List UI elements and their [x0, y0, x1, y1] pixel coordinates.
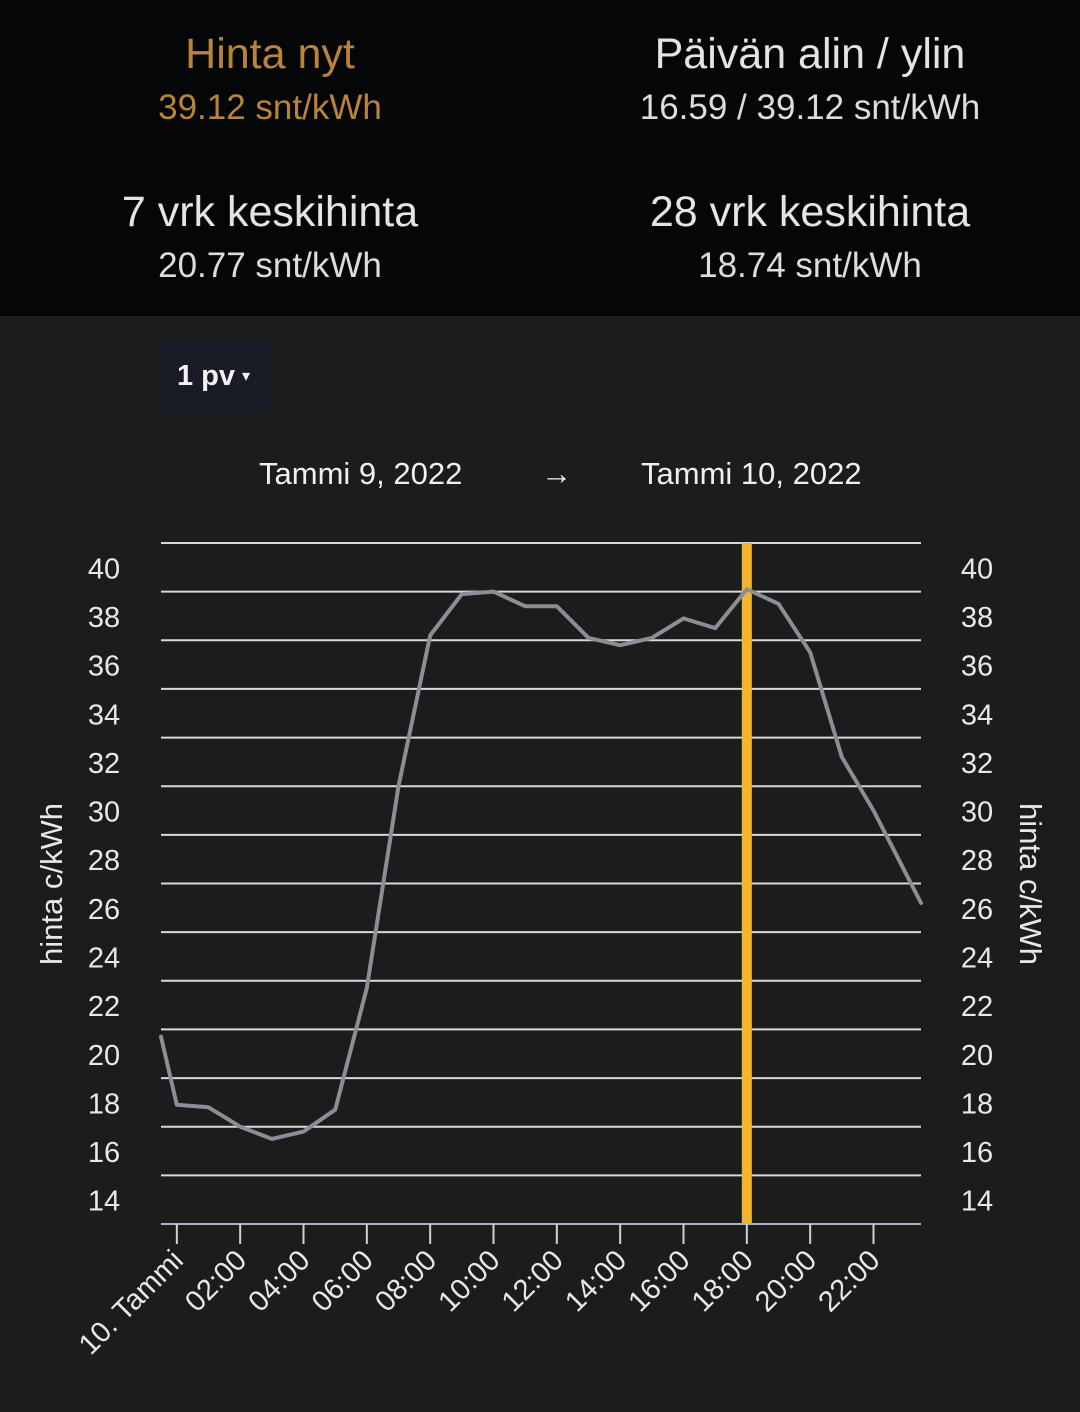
y-tick-label-left: 14 [88, 1186, 120, 1218]
y-tick-label-left: 26 [88, 894, 120, 926]
x-tick-label: 20:00 [749, 1244, 823, 1318]
y-tick-label-left: 24 [88, 942, 120, 974]
time-range-label: 1 pv [177, 359, 236, 392]
price-series-layer [159, 587, 923, 1141]
y-tick-label-right: 28 [961, 845, 993, 877]
y-tick-label-right: 18 [961, 1088, 993, 1120]
y-tick-label-left: 18 [88, 1088, 120, 1120]
y-tick-label-left: 34 [88, 699, 120, 731]
avg-28d-stat: 28 vrk keskihinta 18.74 snt/kWh [540, 186, 1080, 288]
y-tick-label-left: 22 [88, 991, 120, 1023]
current-hour-marker-layer [741, 543, 752, 1224]
y-tick-label-left: 16 [88, 1137, 120, 1169]
y-axis-title-left: hinta c/kWh [34, 803, 69, 965]
avg-28d-label: 28 vrk keskihinta [649, 188, 971, 236]
y-tick-label-left: 30 [88, 797, 120, 829]
axes: 14 14 16 16 18 18 20 20 22 22 24 24 26 26 28 28 30 30 32 32… [73, 553, 993, 1361]
day-min-max-label: Päivän alin / ylin [654, 30, 966, 78]
avg-7d-label: 7 vrk keskihinta [121, 188, 419, 236]
avg-7d-value: 20.77 snt/kWh [158, 246, 382, 285]
date-range-start: Tammi 9, 2022 [259, 456, 463, 491]
y-tick-label-right: 36 [961, 651, 993, 683]
y-tick-label-right: 14 [961, 1186, 993, 1218]
chevron-down-icon: ▾ [242, 368, 251, 385]
current-hour-marker [741, 543, 752, 1224]
stats-panel: Hinta nyt 39.12 snt/kWh Päivän alin / yl… [0, 0, 1080, 316]
y-tick-label-right: 20 [961, 1040, 993, 1072]
x-tick-label: 06:00 [306, 1244, 380, 1318]
y-tick-label-right: 22 [961, 991, 993, 1023]
x-tick-label: 22:00 [813, 1244, 887, 1318]
y-axis-title-right: hinta c/kWh [1013, 803, 1048, 965]
avg-7d-stat: 7 vrk keskihinta 20.77 snt/kWh [0, 186, 540, 288]
y-tick-label-left: 32 [88, 748, 120, 780]
day-min-max-stat: Päivän alin / ylin 16.59 / 39.12 snt/kWh [540, 28, 1080, 130]
x-tick-label: 18:00 [686, 1244, 760, 1318]
y-tick-label-left: 40 [88, 553, 120, 585]
y-tick-label-right: 26 [961, 894, 993, 926]
x-tick-label: 08:00 [369, 1244, 443, 1318]
y-tick-label-right: 38 [961, 602, 993, 634]
time-range-dropdown[interactable]: 1 pv ▾ [161, 338, 271, 414]
avg-28d-value: 18.74 snt/kWh [698, 246, 922, 285]
y-tick-label-right: 24 [961, 942, 993, 974]
day-min-max-value: 16.59 / 39.12 snt/kWh [639, 88, 981, 127]
y-tick-label-right: 16 [961, 1137, 993, 1169]
y-tick-label-right: 30 [961, 797, 993, 829]
x-tick-label: 12:00 [496, 1244, 570, 1318]
y-tick-label-left: 20 [88, 1040, 120, 1072]
x-tick-label: 02:00 [179, 1244, 253, 1318]
y-tick-label-right: 34 [961, 699, 993, 731]
x-tick-label: 04:00 [243, 1244, 317, 1318]
y-tick-label-right: 32 [961, 748, 993, 780]
grid-lines [161, 542, 921, 1225]
date-range-end: Tammi 10, 2022 [641, 456, 862, 491]
current-price-label: Hinta nyt [185, 30, 355, 78]
price-chart: 14 14 16 16 18 18 20 20 22 22 24 24 26 26 28 28 30 30 32 32… [34, 542, 1048, 1361]
current-price-value: 39.12 snt/kWh [158, 88, 382, 127]
y-tick-label-right: 40 [961, 553, 993, 585]
x-tick-label: 10. Tammi [73, 1244, 190, 1361]
x-tick-label: 10:00 [433, 1244, 507, 1318]
x-tick-label: 14:00 [559, 1244, 633, 1318]
y-tick-label-left: 28 [88, 845, 120, 877]
y-tick-label-left: 38 [88, 602, 120, 634]
price-line [159, 587, 923, 1141]
y-tick-label-left: 36 [88, 651, 120, 683]
current-price-stat: Hinta nyt 39.12 snt/kWh [0, 28, 540, 130]
x-tick-label: 16:00 [623, 1244, 697, 1318]
arrow-right-icon: → [541, 456, 572, 491]
